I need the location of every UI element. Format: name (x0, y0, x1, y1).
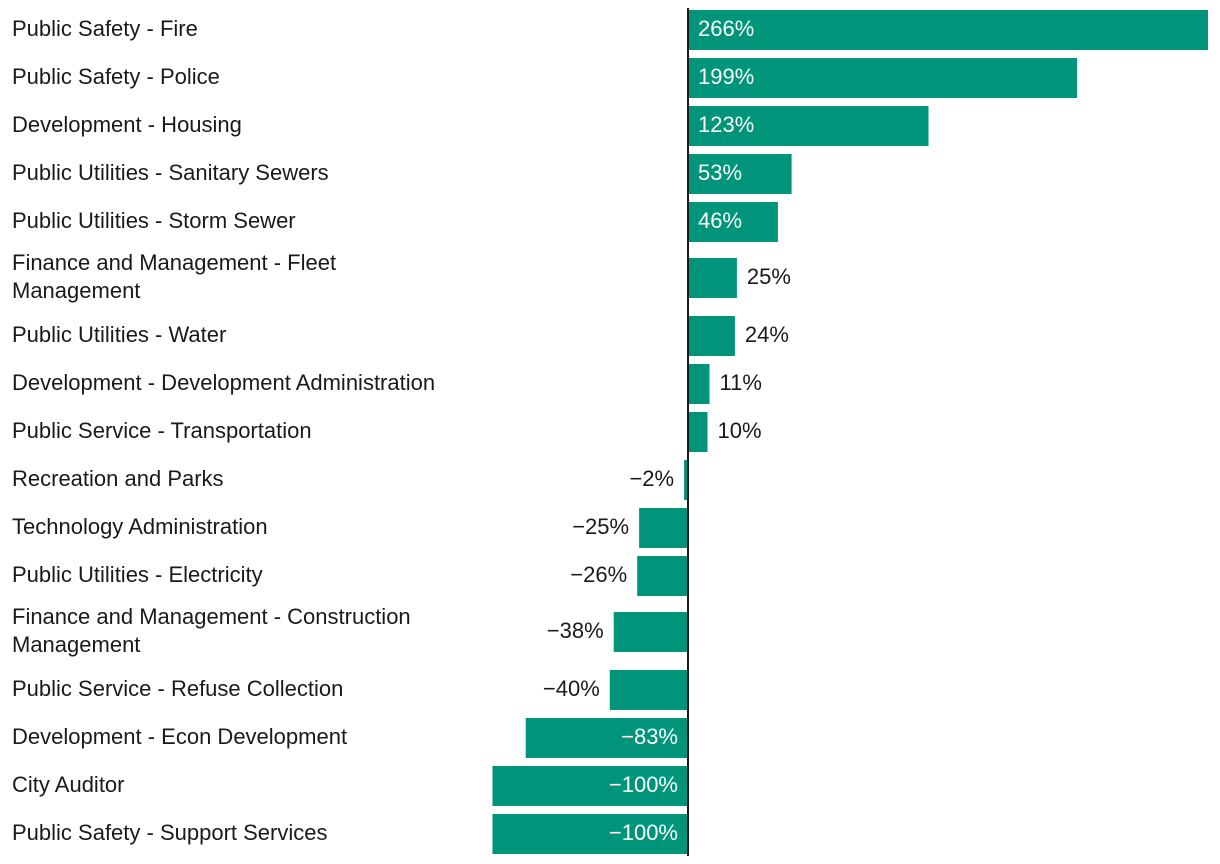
value-labels: 266% 199% 123% 53% 46% 25% 24% 11% 10% −2%−25% −26… (543, 16, 791, 845)
bar-2 (688, 106, 929, 146)
category-label-line: Development - Econ Development (12, 724, 347, 749)
category-label-line: Public Safety - Fire (12, 16, 198, 41)
bar-11 (637, 556, 688, 596)
category-label: Finance and Management - Fleet Management (12, 250, 336, 303)
bar-7 (688, 364, 710, 404)
category-label-line: Recreation and Parks (12, 466, 224, 491)
category-label-line: Public Safety - Support Services (12, 820, 327, 845)
bar-0 (688, 10, 1208, 50)
category-label: Public Safety - Fire (12, 16, 198, 41)
value-label: −83% (621, 724, 678, 749)
category-label-line: Development - Housing (12, 112, 242, 137)
category-label-line: Finance and Management - Construction (12, 604, 411, 629)
category-label: Public Safety - Support Services (12, 820, 327, 845)
category-label: Finance and Management - Construction Man… (12, 604, 411, 657)
bar-10 (639, 508, 688, 548)
category-label-line: Public Service - Refuse Collection (12, 676, 343, 701)
bar-1 (688, 58, 1077, 98)
category-label: Development - Housing (12, 112, 242, 137)
bar-14 (525, 718, 688, 758)
value-label: 266% (698, 16, 754, 41)
category-label-line: Public Utilities - Sanitary Sewers (12, 160, 329, 185)
category-label-line: Public Utilities - Electricity (12, 562, 263, 587)
bar-15 (492, 766, 688, 806)
value-label: 11% (720, 370, 762, 395)
value-label: −100% (609, 820, 678, 845)
value-label: 24% (745, 322, 789, 347)
value-label: 123% (698, 112, 754, 137)
bars-layer (492, 10, 1208, 854)
value-label: −26% (570, 562, 627, 587)
category-label-line: Technology Administration (12, 514, 268, 539)
value-label: −40% (543, 676, 600, 701)
bar-4 (688, 202, 778, 242)
value-label: 25% (747, 264, 791, 289)
bar-3 (688, 154, 792, 194)
category-label: Technology Administration (12, 514, 268, 539)
bar-16 (492, 814, 688, 854)
category-label: Development - Econ Development (12, 724, 347, 749)
category-label-line: Public Safety - Police (12, 64, 220, 89)
category-label-line: Development - Development Administration (12, 370, 435, 395)
bar-12 (613, 612, 688, 652)
category-label: Recreation and Parks (12, 466, 224, 491)
category-label: Public Safety - Police (12, 64, 220, 89)
value-label: −2% (629, 466, 674, 491)
category-label-line: Public Utilities - Water (12, 322, 226, 347)
bar-6 (688, 316, 735, 356)
category-label: Development - Development Administration (12, 370, 435, 395)
value-label: 199% (698, 64, 754, 89)
value-label: −25% (572, 514, 629, 539)
category-label: Public Service - Refuse Collection (12, 676, 343, 701)
value-label: −38% (547, 618, 604, 643)
value-label: 46% (698, 208, 742, 233)
value-label: 10% (718, 418, 762, 443)
category-label: Public Utilities - Sanitary Sewers (12, 160, 329, 185)
category-label-line: Management (12, 278, 140, 303)
value-label: 53% (698, 160, 742, 185)
category-label-line: Finance and Management - Fleet (12, 250, 336, 275)
category-label-line: Public Utilities - Storm Sewer (12, 208, 296, 233)
category-labels: Public Safety - Fire Public Safety - Poli… (12, 16, 435, 845)
bar-8 (688, 412, 708, 452)
category-label-line: Management (12, 632, 140, 657)
category-label: Public Utilities - Water (12, 322, 226, 347)
bar-13 (609, 670, 688, 710)
category-label: Public Service - Transportation (12, 418, 312, 443)
value-label: −100% (609, 772, 678, 797)
category-label-line: City Auditor (12, 772, 125, 797)
bar-5 (688, 258, 737, 298)
category-label: Public Utilities - Electricity (12, 562, 263, 587)
category-label: Public Utilities - Storm Sewer (12, 208, 296, 233)
category-label: City Auditor (12, 772, 125, 797)
bar-9 (684, 460, 688, 500)
category-label-line: Public Service - Transportation (12, 418, 312, 443)
